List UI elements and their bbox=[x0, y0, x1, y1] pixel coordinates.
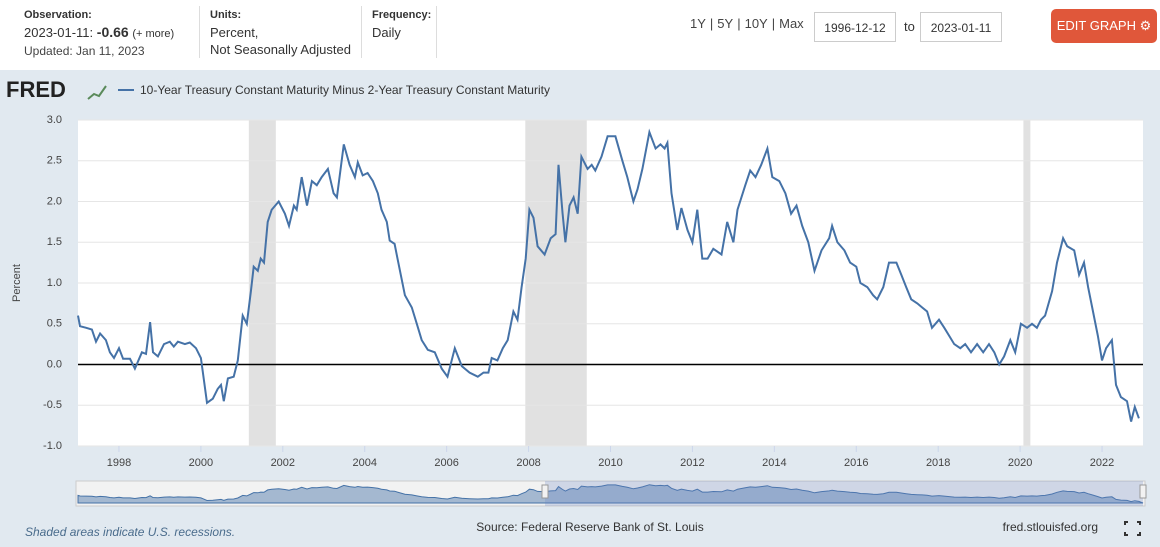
footer-site: fred.stlouisfed.org bbox=[1003, 520, 1098, 534]
x-tick-label: 2020 bbox=[1008, 457, 1032, 469]
x-tick-label: 1998 bbox=[107, 457, 131, 469]
logo-icon bbox=[87, 85, 107, 100]
edit-graph-button[interactable]: EDIT GRAPH ⚙ bbox=[1051, 9, 1157, 43]
separator: | bbox=[737, 16, 741, 31]
divider bbox=[199, 6, 200, 58]
x-tick-label: 2016 bbox=[844, 457, 868, 469]
legend-entry: 10-Year Treasury Constant Maturity Minus… bbox=[140, 83, 550, 97]
x-tick-label: 2006 bbox=[434, 457, 458, 469]
y-tick-label: 0.0 bbox=[47, 358, 62, 370]
range-button[interactable]: 5Y bbox=[717, 16, 734, 31]
logo: FRED bbox=[6, 77, 66, 102]
navigator-handle bbox=[1139, 484, 1147, 499]
updated: Updated: Jan 11, 2023 bbox=[24, 44, 145, 58]
range-buttons: 1Y | 5Y | 10Y | Max bbox=[690, 16, 804, 31]
date: 2023-01-11: bbox=[24, 25, 94, 40]
separator: | bbox=[771, 16, 776, 31]
y-tick-label: 2.5 bbox=[47, 155, 62, 167]
y-tick-label: 3.0 bbox=[47, 114, 62, 126]
range-button[interactable]: 10Y bbox=[744, 16, 768, 31]
x-tick-label: 2004 bbox=[352, 457, 376, 469]
label: Units: bbox=[210, 9, 242, 21]
navigator-selection bbox=[545, 481, 1143, 506]
x-tick-label: 2014 bbox=[762, 457, 786, 469]
range-button[interactable]: 1Y bbox=[690, 16, 706, 31]
start-date-input[interactable]: 1996-12-12 bbox=[814, 12, 896, 42]
fullscreen-icon[interactable] bbox=[1124, 521, 1141, 536]
range-button[interactable]: Max bbox=[779, 16, 804, 31]
frequency-value: Daily bbox=[372, 25, 401, 40]
value: -0.66 bbox=[96, 24, 129, 40]
x-tick-label: 2022 bbox=[1090, 457, 1114, 469]
more-link[interactable]: (+ more) bbox=[132, 28, 175, 40]
divider bbox=[436, 6, 437, 58]
y-tick-label: 0.5 bbox=[47, 318, 62, 330]
button-label: EDIT GRAPH bbox=[1056, 18, 1136, 33]
end-date-input[interactable]: 2023-01-11 bbox=[920, 12, 1002, 42]
x-tick-label: 2012 bbox=[680, 457, 704, 469]
units-line: Percent, bbox=[210, 25, 259, 40]
navigator-area bbox=[77, 484, 1144, 504]
separator: | bbox=[709, 16, 714, 31]
y-tick-label: 1.5 bbox=[47, 236, 62, 248]
y-tick-label: -0.5 bbox=[43, 399, 62, 411]
divider bbox=[361, 6, 362, 58]
footer-source: Source: Federal Reserve Bank of St. Loui… bbox=[476, 520, 703, 534]
y-tick-label: 1.0 bbox=[47, 277, 62, 289]
x-tick-label: 2002 bbox=[271, 457, 295, 469]
units-line: Not Seasonally Adjusted bbox=[210, 42, 351, 57]
to-label: to bbox=[904, 19, 915, 34]
units: Units: Percent, Not Seasonally Adjusted bbox=[210, 7, 351, 58]
x-tick-label: 2010 bbox=[598, 457, 622, 469]
y-axis-label: Percent bbox=[11, 264, 23, 302]
footer-note: Shaded areas indicate U.S. recessions. bbox=[25, 525, 235, 539]
y-tick-label: 2.0 bbox=[47, 195, 62, 207]
label: Frequency: bbox=[372, 9, 432, 21]
frequency: Frequency: Daily bbox=[372, 7, 431, 41]
x-tick-label: 2018 bbox=[926, 457, 950, 469]
chart: FRED 10-Year Treasury Constant Maturity … bbox=[0, 70, 1160, 547]
series-line bbox=[77, 128, 1140, 422]
observation: Observation: 2023-01-11: -0.66 (+ more) … bbox=[24, 7, 174, 60]
y-tick-label: -1.0 bbox=[43, 440, 62, 452]
header: Observation: 2023-01-11: -0.66 (+ more) … bbox=[0, 0, 1160, 70]
x-tick-label: 2000 bbox=[189, 457, 213, 469]
x-tick-label: 2008 bbox=[516, 457, 540, 469]
label: Observation: bbox=[24, 9, 92, 21]
navigator-handle bbox=[541, 484, 549, 499]
